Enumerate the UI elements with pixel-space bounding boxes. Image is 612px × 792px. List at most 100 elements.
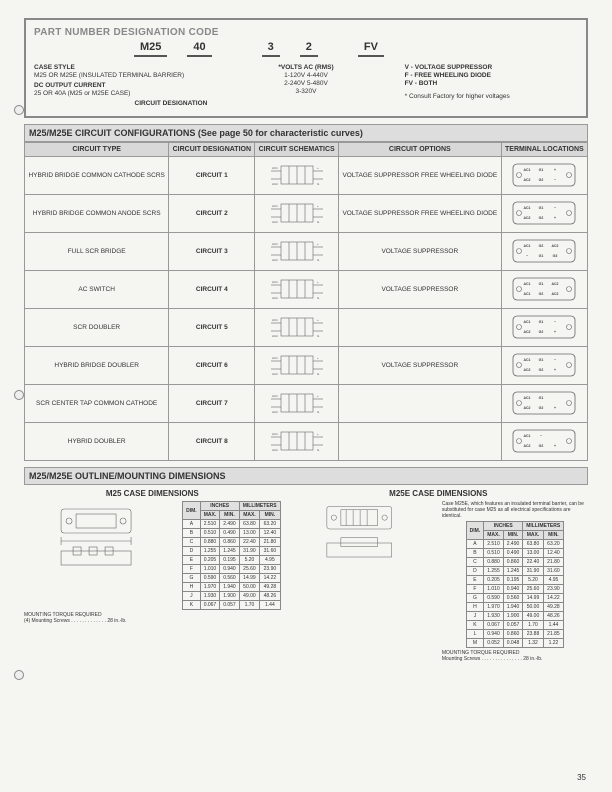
legend-row: CASE STYLE M25 OR M25E (INSULATED TERMIN… [34, 63, 578, 108]
cfg-terminals: AC1G1−AC2G2+ [501, 309, 587, 347]
cfg-desig: CIRCUIT 2 [169, 195, 255, 233]
svg-text:AC2: AC2 [524, 444, 531, 448]
cfg-col: CIRCUIT TYPE [25, 143, 169, 157]
cfg-options [338, 309, 501, 347]
dim-row: C0.8800.86022.4021.80 [466, 558, 563, 567]
dim-row: D1.2551.24531.9031.60 [183, 547, 280, 556]
dim-row: C0.8800.86022.4021.80 [183, 538, 280, 547]
svg-text:AC2: AC2 [552, 282, 559, 286]
config-header: M25/M25E CIRCUIT CONFIGURATIONS (See pag… [24, 124, 588, 142]
dim-row: A2.5102.49063.8063.20 [466, 540, 563, 549]
dim-row: A2.5102.49063.8063.20 [183, 520, 280, 529]
cfg-schematic: AC1AC2+G [255, 385, 339, 423]
cfg-type: HYBRID BRIDGE COMMON ANODE SCRS [25, 195, 169, 233]
m25-dims-table: DIM.INCHESMILLIMETERSMAX.MIN.MAX.MIN.A2.… [182, 501, 280, 610]
m25-title: M25 CASE DIMENSIONS [24, 489, 281, 498]
cfg-desig: CIRCUIT 1 [169, 157, 255, 195]
svg-text:G1: G1 [539, 168, 544, 172]
svg-text:AC2: AC2 [272, 410, 278, 414]
cfg-col: CIRCUIT DESIGNATION [169, 143, 255, 157]
svg-text:AC2: AC2 [272, 372, 278, 376]
svg-text:+: + [317, 280, 319, 284]
svg-text:G: G [317, 296, 320, 300]
cfg-schematic: AC1AC2+G [255, 309, 339, 347]
svg-text:−: − [526, 254, 528, 258]
svg-text:G1: G1 [539, 254, 544, 258]
m25e-torque: MOUNTING TORQUE REQUIRED Mounting Screws… [442, 650, 588, 662]
code-row: M25 40 3 2 FV [134, 41, 578, 57]
svg-text:+: + [317, 318, 319, 322]
svg-text:AC2: AC2 [272, 334, 278, 338]
volts-label: *VOLTS AC (RMS) [219, 64, 392, 71]
dim-row: B0.5100.49013.0012.40 [183, 529, 280, 538]
svg-text:AC1: AC1 [524, 320, 531, 324]
dim-row: K0.0670.0571.701.44 [183, 601, 280, 610]
dim-row: D1.2551.24531.9031.60 [466, 567, 563, 576]
svg-text:G1: G1 [539, 206, 544, 210]
cfg-terminals: AC1G1−AC2G2+ [501, 195, 587, 233]
svg-text:G1: G1 [539, 358, 544, 362]
cfg-row: HYBRID BRIDGE COMMON ANODE SCRSCIRCUIT 2… [25, 195, 588, 233]
svg-text:G: G [317, 220, 320, 224]
svg-text:−: − [554, 320, 556, 324]
svg-text:G3: G3 [553, 254, 558, 258]
svg-text:+: + [317, 242, 319, 246]
svg-text:AC2: AC2 [272, 220, 278, 224]
cfg-terminals: AC1G1−AC2G2+ [501, 347, 587, 385]
cfg-col: CIRCUIT OPTIONS [338, 143, 501, 157]
svg-text:+: + [554, 444, 556, 448]
svg-text:G: G [317, 182, 320, 186]
cfg-row: SCR DOUBLERCIRCUIT 5AC1AC2+GAC1G1−AC2G2+ [25, 309, 588, 347]
cfg-col: CIRCUIT SCHEMATICS [255, 143, 339, 157]
svg-text:AC2: AC2 [272, 258, 278, 262]
code-2: 2 [300, 41, 318, 57]
svg-text:G2: G2 [539, 368, 544, 372]
svg-text:AC1: AC1 [524, 396, 531, 400]
cfg-type: AC SWITCH [25, 271, 169, 309]
circuit-desig-label: CIRCUIT DESIGNATION [34, 100, 207, 107]
dim-row: F1.0100.94025.6023.90 [183, 565, 280, 574]
svg-text:AC1: AC1 [272, 280, 278, 284]
svg-text:G2: G2 [539, 244, 544, 248]
cfg-options [338, 385, 501, 423]
cfg-schematic: AC1AC2+G [255, 271, 339, 309]
case-style-label: CASE STYLE [34, 64, 207, 71]
m25e-note: Case M25E, which features an insulated t… [442, 501, 588, 519]
svg-text:+: + [317, 432, 319, 436]
cfg-desig: CIRCUIT 3 [169, 233, 255, 271]
svg-text:AC2: AC2 [524, 178, 531, 182]
volts-r0: 1-120V 4-440V [219, 72, 392, 79]
dim-row: H1.9701.94050.0049.28 [183, 583, 280, 592]
cfg-desig: CIRCUIT 6 [169, 347, 255, 385]
svg-text:AC1: AC1 [272, 394, 278, 398]
svg-text:AC1: AC1 [524, 244, 531, 248]
svg-text:+: + [317, 356, 319, 360]
cfg-schematic: AC1AC2+G [255, 423, 339, 461]
svg-text:G: G [317, 334, 320, 338]
cfg-schematic: AC1AC2+G [255, 233, 339, 271]
svg-text:AC1: AC1 [524, 434, 531, 438]
svg-text:AC1: AC1 [524, 292, 531, 296]
cfg-type: SCR DOUBLER [25, 309, 169, 347]
svg-text:G: G [317, 372, 320, 376]
dc-output-label: DC OUTPUT CURRENT [34, 82, 207, 89]
svg-text:G2: G2 [539, 444, 544, 448]
cfg-terminals: AC1G1AC2G2+ [501, 385, 587, 423]
dim-row: H1.9701.94050.0049.28 [466, 603, 563, 612]
svg-text:AC1: AC1 [272, 204, 278, 208]
volts-r1: 2-240V 5-480V [219, 80, 392, 87]
page-number: 35 [577, 773, 586, 782]
svg-text:AC2: AC2 [524, 406, 531, 410]
cfg-terminals: AC1G2AC2−G1G3 [501, 233, 587, 271]
dim-row: J1.9301.90049.0048.26 [466, 612, 563, 621]
code-m25: M25 [134, 41, 167, 57]
partcode-header: PART NUMBER DESIGNATION CODE [34, 27, 578, 38]
partcode-box: PART NUMBER DESIGNATION CODE M25 40 3 2 … [24, 18, 588, 118]
dim-row: K0.0670.0571.701.44 [466, 621, 563, 630]
cfg-options: VOLTAGE SUPPRESSOR [338, 271, 501, 309]
svg-text:AC2: AC2 [524, 216, 531, 220]
cfg-options [338, 423, 501, 461]
svg-text:+: + [317, 394, 319, 398]
m25-torque: MOUNTING TORQUE REQUIRED (4) Mounting Sc… [24, 612, 281, 624]
svg-text:AC1: AC1 [272, 242, 278, 246]
